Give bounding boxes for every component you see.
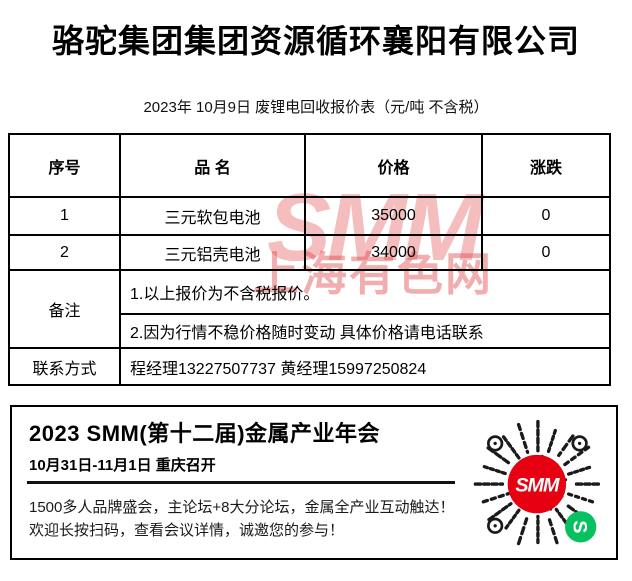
- row1-price: 35000: [306, 198, 483, 236]
- conference-date-location: 10月31日-11月1日 重庆召开: [29, 457, 216, 474]
- qr-locator-eyes: [487, 435, 588, 534]
- qr-code-graphic: SMM S: [473, 419, 601, 546]
- smm-logo-center: SMM: [507, 454, 567, 514]
- row1-change: 0: [483, 198, 611, 236]
- col-header-price: 价格: [306, 135, 483, 198]
- remarks-label: 备注: [10, 271, 121, 349]
- col-header-no: 序号: [10, 135, 121, 198]
- contact-label: 联系方式: [10, 349, 121, 386]
- row2-no: 2: [10, 236, 121, 271]
- sheet-subtitle: 2023年 10月9日 废锂电回收报价表（元/吨 不含税）: [143, 99, 489, 116]
- conference-description: 1500多人品牌盛会，主论坛+8大分论坛，金属全产业互动触达！: [29, 499, 455, 516]
- row1-name: 三元软包电池: [121, 198, 306, 236]
- col-header-change: 涨跌: [483, 135, 611, 198]
- row2-change: 0: [483, 236, 611, 271]
- conference-title: 2023 SMM(第十二届)金属产业年会: [29, 421, 381, 446]
- svg-text:SMM: SMM: [515, 474, 560, 496]
- price-table: 序号 品 名 价格 涨跌 1 三元软包电池 35000 0 2 三元铝壳电池 3…: [8, 133, 611, 386]
- contact-value: 程经理13227507737 黄经理15997250824: [121, 349, 611, 386]
- row1-no: 1: [10, 198, 121, 236]
- wechat-miniprogram-badge-icon: S: [565, 511, 597, 543]
- row2-name: 三元铝壳电池: [121, 236, 306, 271]
- wechat-miniprogram-qr-code: SMM S: [467, 409, 613, 555]
- remark-line-1: 1.以上报价为不含税报价。: [121, 271, 611, 315]
- col-header-name: 品 名: [121, 135, 306, 198]
- row2-price: 34000: [306, 236, 483, 271]
- divider-line: [27, 481, 455, 484]
- conference-invitation: 欢迎长按扫码，查看会议详情，诚邀您的参与！: [29, 522, 345, 539]
- remark-line-2: 2.因为行情不稳价格随时变动 具体价格请电话联系: [121, 315, 611, 349]
- conference-ad-box: 2023 SMM(第十二届)金属产业年会 10月31日-11月1日 重庆召开 1…: [10, 405, 618, 560]
- svg-text:S: S: [568, 520, 590, 533]
- company-title: 骆驼集团集团资源循环襄阳有限公司: [51, 23, 580, 59]
